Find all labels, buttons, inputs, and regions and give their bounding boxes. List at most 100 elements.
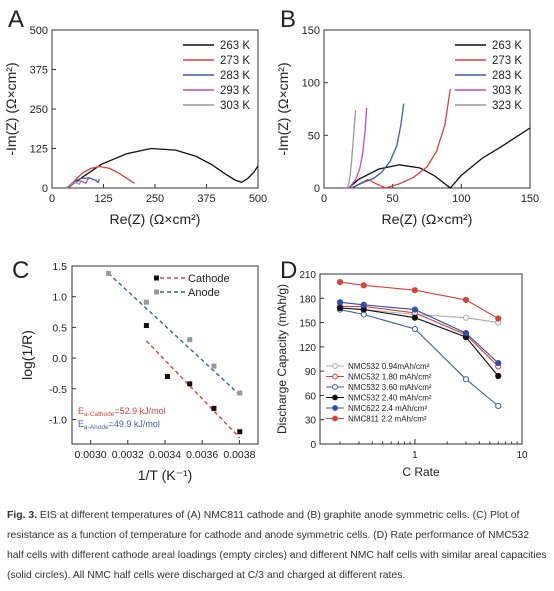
legend-label-A-1: 273 K [220,55,250,67]
legend-label-B-1: 273 K [492,55,522,67]
legend-label-A-2: 283 K [220,70,250,82]
legend-label-A-3: 293 K [220,85,250,97]
series-line-B-2 [351,103,405,189]
data-point-C-1 [143,299,149,305]
x-tick-label-D: 1 [412,450,418,461]
y-tick-label-D: 60 [305,391,317,402]
data-point-C-0 [211,405,217,411]
plot-frame-B [323,29,531,189]
y-tick-label-D: 0 [310,440,316,451]
series-line-A-4 [65,179,83,189]
y-tick-label-A: 250 [30,104,48,116]
x-tick-label-A: 125 [94,193,112,205]
legend-label-D-5: NMC811 2.2 mAh/cm² [348,415,427,424]
data-point-D-5 [462,296,470,304]
y-tick-label-A: 0 [42,183,48,195]
data-point-D-4 [495,359,502,367]
y-tick-label-D: 180 [299,294,316,305]
annotation-C-0: Ea-Cathode=52.9 kJ/mol [78,406,166,418]
x-tick-label-B: 50 [387,193,399,205]
y-tick-label-B: 0 [314,183,320,195]
data-point-D-5 [360,282,367,289]
plot-frame-D [319,273,523,445]
data-point-D-5 [495,315,502,322]
y-tick-label-D: 210 [299,270,316,281]
data-point-D-3 [336,304,344,312]
figure-caption: Fig. 3. EIS at different temperatures of… [7,506,547,586]
data-point-D-4 [411,306,418,313]
data-point-D-2 [462,376,470,383]
legend-label-C-1: Anode [188,287,220,299]
data-point-D-4 [336,299,344,306]
y-axis-label-D: Discharge Capacity (mAh/g) [275,284,289,434]
legend-marker-C-0 [154,275,159,281]
data-point-D-3 [411,314,418,321]
data-point-D-5 [411,287,418,294]
legend-label-B-4: 323 K [492,100,522,112]
panel-letter-D: D [280,257,297,284]
series-line-B-4 [346,110,357,189]
data-point-C-1 [105,270,111,276]
x-tick-label-C: 0.0036 [186,449,218,461]
y-tick-label-D: 30 [305,416,317,427]
y-tick-label-B: 150 [302,25,320,37]
legend-label-D-1: NMC532 1.80 mAh/cm² [348,373,432,382]
x-tick-label-A: 0 [49,193,55,205]
y-tick-label-C: 1.0 [52,292,67,304]
x-axis-label-D: C Rate [402,465,440,479]
legend-marker-D-1 [332,373,338,380]
panel-letter-C: C [12,257,29,284]
x-axis-label-B: Re(Z) (Ω×cm²) [382,211,473,227]
legend-marker-D-4 [332,405,338,411]
series-line-B-3 [348,107,368,189]
y-tick-label-A: 375 [30,65,48,77]
y-axis-label-A: -Im(Z) (Ω×cm²) [3,62,19,155]
x-tick-label-C: 0.0038 [223,449,255,461]
panel-letter-A: A [8,6,24,33]
y-axis-label-B: -Im(Z) (Ω×cm²) [275,62,291,155]
x-tick-label-C: 0.0034 [149,449,181,461]
y-tick-label-B: 50 [308,130,320,142]
data-point-D-2 [411,325,418,333]
data-point-C-0 [143,323,149,329]
legend-label-B-0: 263 K [492,40,522,52]
y-tick-label-C: 0.5 [52,322,67,334]
y-tick-label-D: 120 [299,343,316,354]
data-point-D-4 [462,329,470,337]
y-tick-label-D: 150 [299,319,316,330]
legend-marker-D-3 [332,394,338,401]
y-tick-label-C: -0.5 [49,384,67,396]
series-line-A-1 [68,165,135,189]
x-tick-label-A: 375 [197,193,215,205]
data-point-C-0 [237,429,243,435]
data-point-D-0 [462,314,470,321]
x-tick-label-B: 0 [321,193,327,205]
data-point-C-0 [164,373,170,379]
legend-label-A-4: 303 K [220,100,250,112]
data-point-C-1 [187,337,193,343]
legend-label-D-3: NMC532 2.40 mAh/cm² [348,394,432,403]
y-tick-label-A: 500 [30,25,48,37]
series-line-B-0 [348,127,531,189]
series-line-A-0 [67,147,259,189]
x-tick-label-A: 250 [146,193,164,205]
legend-label-D-2: NMC532 3.60 mAh/cm² [348,383,432,392]
caption-text: EIS at different temperatures of (A) NMC… [7,510,547,581]
y-tick-label-C: 0.0 [52,353,67,365]
x-tick-label-B: 100 [452,193,470,205]
data-point-D-3 [495,372,502,380]
data-point-C-1 [237,390,243,396]
y-tick-label-C: -1.0 [49,414,67,426]
x-axis-label-C: 1/T (K⁻¹) [138,467,193,483]
legend-label-D-4: NMC622 2.4 mAh/cm² [348,404,427,413]
y-tick-label-B: 100 [302,78,320,90]
y-tick-label-C: 1.5 [52,261,67,273]
data-point-D-4 [360,301,367,308]
fit-line-C-0 [145,340,241,439]
panel-letter-B: B [280,6,296,33]
x-tick-label-A: 500 [249,193,267,205]
y-tick-label-A: 125 [30,144,48,156]
caption-label: Fig. 3. [7,510,38,521]
x-tick-label-C: 0.0030 [75,449,107,461]
